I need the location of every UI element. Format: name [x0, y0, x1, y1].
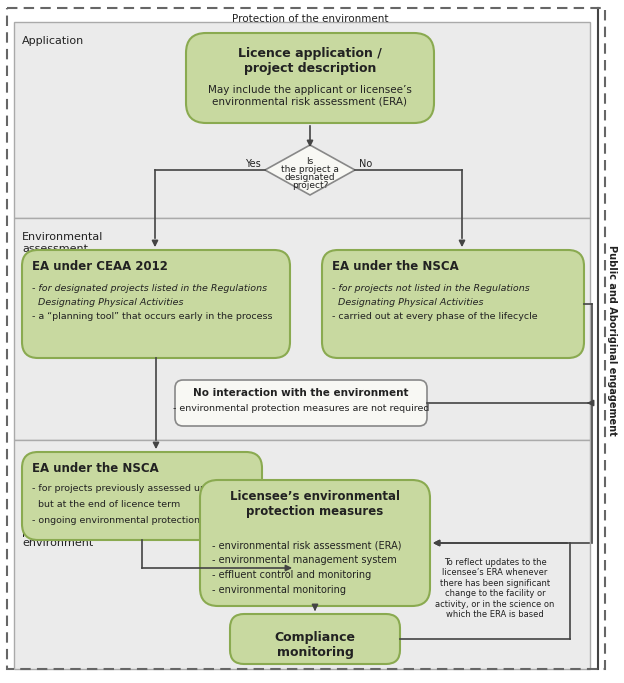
FancyBboxPatch shape [175, 380, 427, 426]
FancyBboxPatch shape [22, 452, 262, 540]
Text: - ongoing environmental protection tool: - ongoing environmental protection tool [32, 516, 221, 525]
Text: No interaction with the environment: No interaction with the environment [193, 388, 409, 398]
Text: project?: project? [292, 180, 328, 189]
Text: - effluent control and monitoring: - effluent control and monitoring [212, 570, 371, 580]
Text: EA under the NSCA: EA under the NSCA [332, 260, 459, 273]
Text: EA under CEAA 2012: EA under CEAA 2012 [32, 260, 168, 273]
Text: EA under the NSCA: EA under the NSCA [32, 462, 158, 475]
Text: Is: Is [306, 156, 314, 165]
Text: Yes: Yes [245, 159, 261, 169]
Text: - a “planning tool” that occurs early in the process: - a “planning tool” that occurs early in… [32, 312, 273, 321]
Text: - for designated projects listed in the Regulations: - for designated projects listed in the … [32, 284, 267, 293]
Text: Protection of the environment: Protection of the environment [232, 14, 388, 24]
FancyBboxPatch shape [230, 614, 400, 664]
Text: Application: Application [22, 36, 84, 46]
FancyBboxPatch shape [22, 250, 290, 358]
Text: but at the end of licence term: but at the end of licence term [32, 500, 180, 509]
Bar [14, 218, 590, 440]
Text: the project a: the project a [281, 165, 339, 173]
Text: Licence and ongoing
protection of the
environment: Licence and ongoing protection of the en… [22, 515, 138, 548]
Text: - carried out at every phase of the lifecycle: - carried out at every phase of the life… [332, 312, 538, 321]
Bar [14, 22, 590, 218]
Text: Compliance
monitoring: Compliance monitoring [275, 631, 356, 659]
Bar [14, 440, 590, 669]
Text: - environmental protection measures are not required: - environmental protection measures are … [173, 404, 429, 413]
Text: Public and Aboriginal engagement: Public and Aboriginal engagement [607, 245, 617, 435]
FancyBboxPatch shape [200, 480, 430, 606]
Text: Designating Physical Activities: Designating Physical Activities [332, 298, 484, 307]
Text: No: No [359, 159, 373, 169]
Text: May include the applicant or licensee’s
environmental risk assessment (ERA): May include the applicant or licensee’s … [208, 85, 412, 107]
Polygon shape [265, 145, 355, 195]
Text: - for projects previously assessed under CEAA 2012: - for projects previously assessed under… [32, 484, 278, 493]
FancyBboxPatch shape [322, 250, 584, 358]
Text: - environmental monitoring: - environmental monitoring [212, 585, 346, 595]
Text: - environmental risk assessment (ERA): - environmental risk assessment (ERA) [212, 540, 401, 550]
Text: Designating Physical Activities: Designating Physical Activities [32, 298, 183, 307]
Text: To reflect updates to the
licensee’s ERA whenever
there has been significant
cha: To reflect updates to the licensee’s ERA… [436, 558, 555, 619]
Text: Licensee’s environmental
protection measures: Licensee’s environmental protection meas… [230, 490, 400, 518]
Text: - for projects not listed in the Regulations: - for projects not listed in the Regulat… [332, 284, 530, 293]
FancyBboxPatch shape [186, 33, 434, 123]
Text: - environmental management system: - environmental management system [212, 555, 397, 565]
Text: Environmental
assessment: Environmental assessment [22, 232, 104, 253]
Text: Licence application /
project description: Licence application / project descriptio… [238, 47, 382, 75]
Text: designated: designated [285, 173, 335, 182]
